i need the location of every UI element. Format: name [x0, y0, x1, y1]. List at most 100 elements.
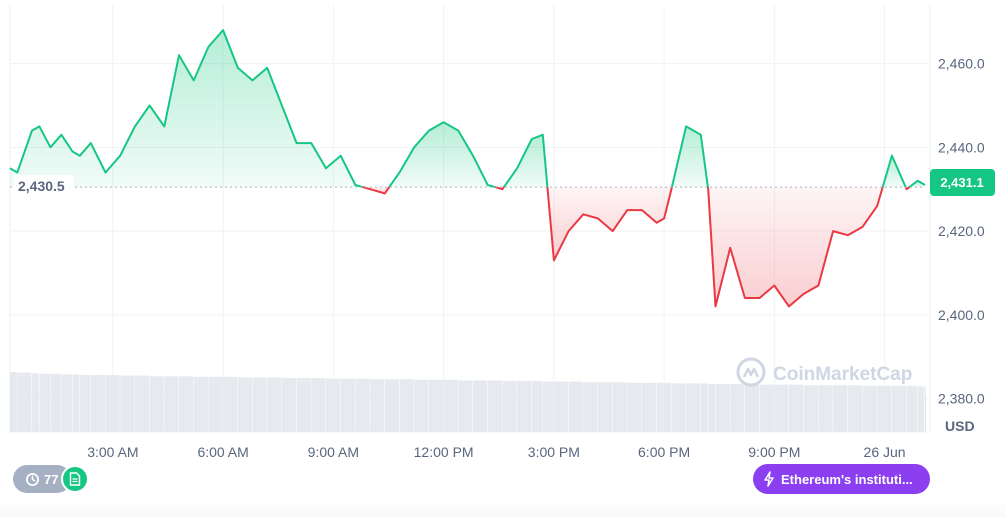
volume-bar	[61, 374, 72, 432]
volume-bar	[223, 376, 238, 432]
price-line-up	[670, 125, 709, 188]
clock-history-icon	[26, 472, 39, 486]
price-area-down	[707, 187, 883, 307]
volume-bar	[833, 385, 848, 432]
volume-bar	[414, 379, 429, 432]
document-badge[interactable]	[61, 465, 89, 493]
volume-bar	[877, 385, 892, 432]
volume-bar	[803, 385, 818, 432]
price-line-up	[9, 29, 364, 189]
volume-bar	[818, 385, 833, 432]
lightning-icon	[764, 471, 774, 487]
document-icon	[69, 472, 81, 486]
x-tick-label: 9:00 AM	[308, 444, 359, 460]
volume-bar	[891, 385, 907, 432]
volume-bar	[531, 381, 543, 432]
price-area-down	[547, 187, 672, 261]
volume-bar	[50, 373, 61, 432]
coinmarketcap-logo-icon	[736, 357, 766, 387]
volume-bar	[134, 375, 150, 432]
x-tick-label: 3:00 AM	[87, 444, 138, 460]
volume-bar	[517, 381, 532, 432]
volume-bar	[473, 380, 488, 432]
price-line-up	[388, 121, 496, 189]
y-tick-label: 2,440.0	[938, 139, 985, 155]
volume-bar	[656, 382, 664, 432]
bottom-fade-strip	[0, 500, 1005, 517]
volume-bar	[370, 379, 385, 432]
volume-bar	[296, 378, 311, 432]
price-line-down	[362, 186, 391, 195]
volume-bar	[627, 382, 642, 432]
price-lines	[9, 29, 926, 308]
price-area-up	[671, 126, 708, 188]
volume-bar	[708, 384, 716, 432]
price-line-up	[881, 154, 907, 188]
volume-bars	[10, 372, 926, 432]
x-tick-label: 12:00 PM	[414, 444, 474, 460]
y-axis: 2,460.0 2,440.0 2,420.0 2,400.0 2,380.0	[938, 56, 985, 407]
y-tick-label: 2,420.0	[938, 223, 985, 239]
volume-bar	[17, 372, 32, 432]
volume-bar	[759, 384, 774, 432]
price-area-up	[503, 134, 548, 188]
price-line-down	[706, 186, 884, 308]
price-line-down	[904, 186, 911, 191]
x-axis: 3:00 AM 6:00 AM 9:00 AM 12:00 PM 3:00 PM 6:00…	[87, 444, 905, 460]
volume-bar	[39, 373, 50, 432]
price-area-up	[909, 180, 925, 188]
volume-bar	[597, 382, 613, 432]
volume-bar	[72, 374, 80, 432]
x-tick-label: 26 Jun	[864, 444, 906, 460]
current-price-label: 2,431.1	[940, 175, 983, 190]
volume-bar	[664, 382, 671, 432]
volume-bar	[583, 382, 598, 432]
volume-bar	[487, 380, 502, 432]
volume-bar	[326, 378, 341, 432]
volume-bar	[32, 373, 39, 432]
price-area-up	[389, 122, 496, 188]
volume-bar	[120, 375, 135, 432]
volume-bar	[925, 386, 926, 432]
volume-bar	[355, 378, 370, 432]
volume-bar	[568, 381, 583, 432]
current-price-badge-bg	[930, 169, 995, 196]
volume-bar	[686, 383, 701, 432]
volume-bar	[443, 379, 458, 432]
volume-bar	[502, 381, 517, 432]
price-line-up	[908, 179, 926, 188]
volume-bar	[340, 378, 355, 432]
price-area-up	[10, 30, 363, 188]
baseline-label: 2,430.5	[18, 178, 65, 194]
price-line-down	[494, 186, 505, 191]
price-areas	[10, 30, 925, 307]
x-tick-label: 3:00 PM	[528, 444, 580, 460]
volume-bar	[642, 382, 657, 432]
volume-bar	[164, 376, 179, 432]
x-tick-label: 6:00 AM	[197, 444, 248, 460]
volume-bar	[208, 376, 223, 432]
volume-bar	[774, 384, 789, 432]
volume-bar	[10, 372, 17, 432]
volume-bar	[458, 380, 473, 432]
volume-bar	[428, 379, 444, 432]
volume-bar	[553, 381, 569, 432]
price-line-up	[503, 133, 549, 188]
volume-bar	[847, 385, 863, 432]
volume-bar	[267, 377, 282, 432]
volume-bar	[311, 378, 326, 432]
volume-bar	[612, 382, 627, 432]
volume-bar	[789, 384, 804, 432]
current-price-badge: 2,431.1	[930, 169, 995, 196]
volume-bar	[744, 384, 760, 432]
news-headline-text: Ethereum's instituti...	[781, 471, 913, 487]
volume-bar	[542, 381, 554, 432]
coinmarketcap-watermark: CoinMarketCap	[736, 357, 912, 387]
y-tick-label: 2,460.0	[938, 56, 985, 72]
volume-bar	[862, 385, 877, 432]
y-tick-label: 2,400.0	[938, 307, 985, 323]
news-headline-pill[interactable]: Ethereum's instituti...	[753, 464, 930, 494]
volume-bar	[671, 383, 686, 432]
volume-bar	[237, 377, 253, 432]
